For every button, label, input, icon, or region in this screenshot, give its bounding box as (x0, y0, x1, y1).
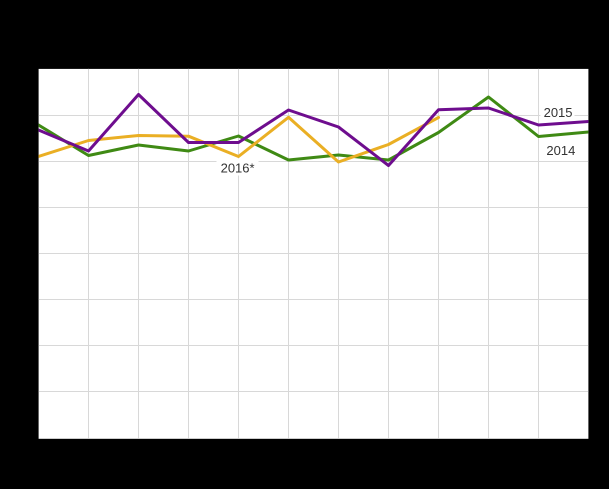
svg-text:2014: 2014 (546, 143, 575, 158)
svg-text:2015: 2015 (544, 105, 573, 120)
svg-text:2016*: 2016* (221, 160, 255, 175)
